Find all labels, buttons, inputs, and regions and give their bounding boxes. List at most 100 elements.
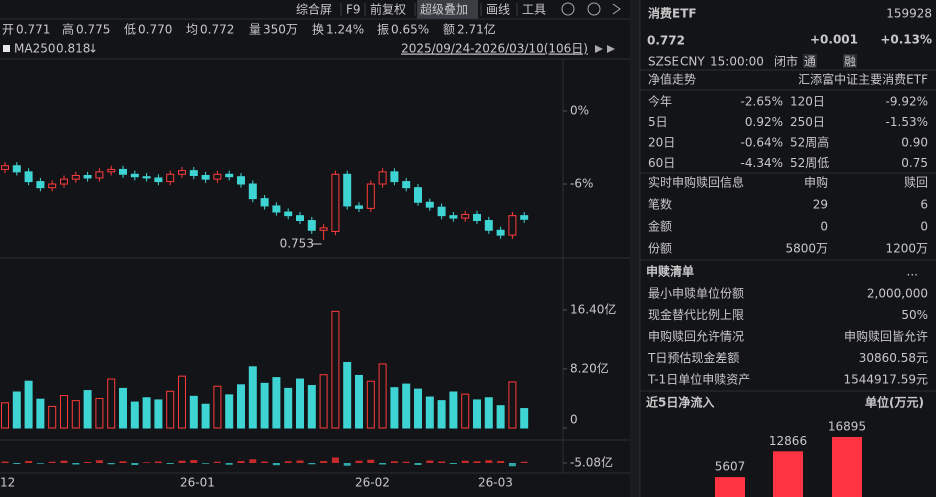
settings-icon[interactable] <box>561 2 575 16</box>
flow-bar <box>508 463 516 467</box>
date-range[interactable]: 2025/09/24-2026/03/10(106日) <box>401 42 588 56</box>
candle-body <box>107 168 116 173</box>
volume-bar <box>496 405 505 429</box>
y-tick-label: 0% <box>570 104 589 118</box>
quote-value: 2.71亿 <box>457 22 496 37</box>
nav-value: -1.53% <box>886 115 928 129</box>
low-marker: 0.753 <box>280 237 314 251</box>
candle-body <box>201 175 210 180</box>
volume-bar <box>296 378 304 429</box>
candle-body <box>83 175 92 179</box>
toolbar-tab[interactable]: 工具 <box>522 3 546 17</box>
flow-bar <box>485 460 493 463</box>
quote-label: 量 <box>249 23 261 37</box>
row-value: 50% <box>901 308 928 322</box>
row-value: 30860.58元 <box>859 351 928 365</box>
nav-value: 0.92% <box>745 115 783 129</box>
candle-body <box>178 170 186 175</box>
volume-bar <box>48 405 57 429</box>
row-value: 0 <box>920 220 928 234</box>
candle-body <box>36 181 45 189</box>
flow-bar <box>25 461 33 463</box>
toolbar-tab[interactable]: 综合屏 <box>296 2 332 17</box>
nav-value: -9.92% <box>886 95 928 109</box>
nav-value: -2.65% <box>741 95 783 109</box>
volume-bar <box>12 391 21 429</box>
flow-bar <box>1 461 9 463</box>
indicator-value: 0.818 <box>56 42 90 56</box>
candle-body <box>307 220 316 231</box>
volume-bar <box>449 391 458 429</box>
candle-body <box>1 165 9 170</box>
row-value: 2,000,000 <box>867 287 928 301</box>
flow-bar <box>131 463 139 465</box>
active-tab-bg <box>417 0 478 19</box>
toolbar-tab[interactable]: F9 <box>346 3 361 17</box>
nav-label: 52周低 <box>790 156 829 170</box>
candle-body <box>331 173 340 232</box>
volume-bar <box>36 398 45 429</box>
volume-bar <box>331 310 340 429</box>
candle-body <box>284 211 293 217</box>
volume-bar <box>437 400 446 429</box>
close-icon[interactable] <box>587 2 601 16</box>
nav-value: 0.90 <box>901 136 928 150</box>
flow-bar <box>237 461 245 463</box>
y-tick-label: -6% <box>570 177 593 191</box>
x-tick-label: 26-03 <box>478 476 513 490</box>
candle-body <box>272 205 281 213</box>
row-label: 笔数 <box>648 197 672 212</box>
nav-label: 52周高 <box>790 135 829 150</box>
volume-bar <box>390 387 399 429</box>
candle-body <box>437 206 446 217</box>
nav-label: 60日 <box>648 156 675 170</box>
quote-label: 均 <box>186 23 198 37</box>
more-button[interactable]: ... <box>907 265 918 279</box>
candle-body <box>520 215 529 220</box>
flow-bar <box>60 460 68 463</box>
nav-value: -0.64% <box>741 136 783 150</box>
volume-bar <box>414 388 422 429</box>
row-label: 现金替代比例上限 <box>648 307 744 322</box>
unit-label: 单位(万元) <box>865 395 924 410</box>
candle-body <box>119 168 127 175</box>
header-button[interactable]: 通 <box>804 55 816 69</box>
range-arrows[interactable] <box>595 45 615 53</box>
candle-body <box>319 227 328 231</box>
flow-bar <box>72 463 80 465</box>
flow-bar <box>272 463 280 466</box>
candle-body <box>378 171 387 185</box>
next-icon[interactable] <box>612 3 621 15</box>
row-value: 0 <box>820 220 828 234</box>
toolbar-tab[interactable]: 画线 <box>486 3 510 17</box>
toolbar-tab[interactable]: 超级叠加 <box>420 2 468 17</box>
volume-bar <box>402 383 411 429</box>
volume-bar <box>272 377 281 429</box>
volume-bar <box>95 397 104 429</box>
flow-bar <box>367 459 375 463</box>
volume-bar <box>189 395 198 429</box>
button-bg[interactable] <box>843 54 857 68</box>
flow-bar <box>402 461 410 463</box>
button-bg[interactable] <box>803 54 817 68</box>
indicator-arrow: ↓ <box>88 42 98 56</box>
fund-name: 消费ETF <box>648 6 697 21</box>
volume-bar <box>60 395 68 429</box>
flow-bar <box>390 461 398 463</box>
nav-label: 120日 <box>790 95 825 109</box>
volume-bar <box>248 366 257 429</box>
flow-bar <box>36 463 44 464</box>
quote-value: 0.65% <box>391 23 429 37</box>
nav-label: 5日 <box>648 115 668 129</box>
volume-bar <box>355 374 363 429</box>
header-button[interactable]: 融 <box>844 55 856 69</box>
toolbar-tab[interactable]: 前复权 <box>370 2 406 17</box>
candle-body <box>496 229 505 236</box>
index-name: 汇添富中证主要消费ETF <box>798 72 928 87</box>
candle-body <box>213 173 222 180</box>
quote-value: 350万 <box>263 23 298 37</box>
row-label: 最小申赎单位份额 <box>648 286 744 301</box>
column-header: 赎回 <box>904 176 928 190</box>
candle-body <box>402 181 411 189</box>
